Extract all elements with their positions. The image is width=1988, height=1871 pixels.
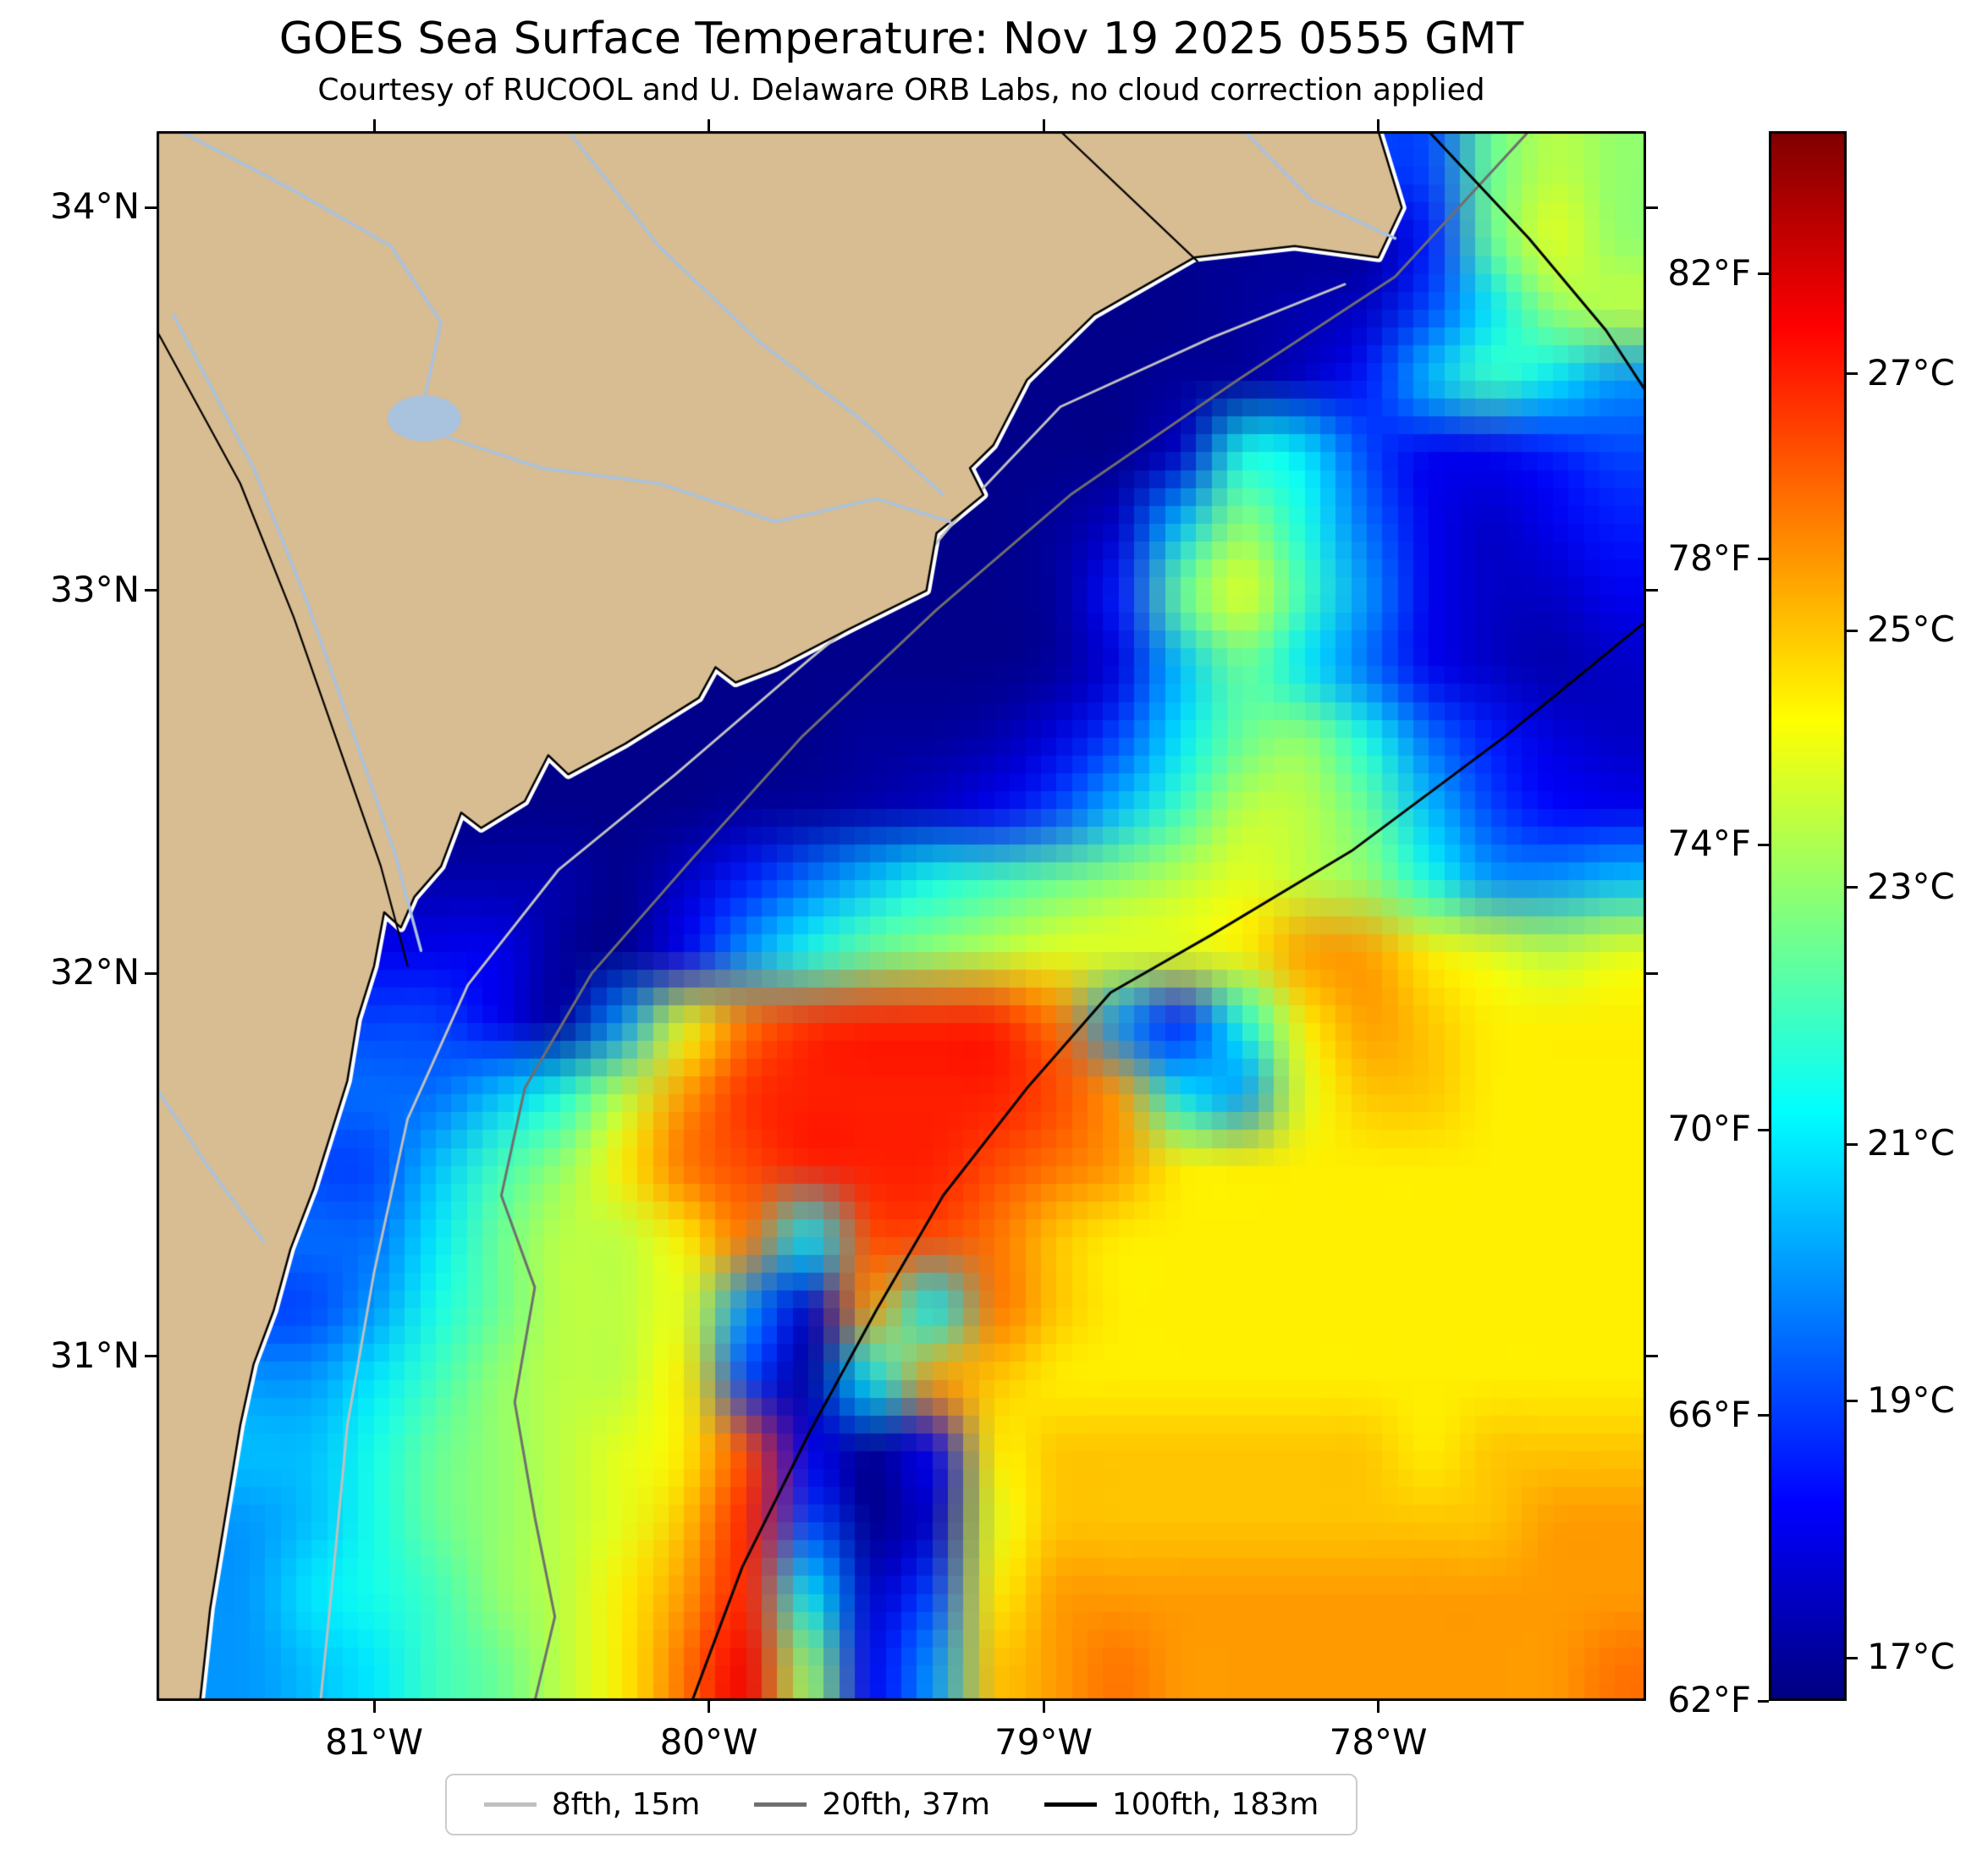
axis-tick xyxy=(1042,119,1045,131)
x-tick-label: 80°W xyxy=(659,1721,758,1763)
colorbar-tick xyxy=(1758,1699,1769,1703)
axis-tick xyxy=(1377,119,1380,131)
axis-tick xyxy=(1646,1355,1658,1358)
y-tick-label: 31°N xyxy=(50,1334,140,1376)
y-tick-label: 33°N xyxy=(50,568,140,610)
axis-tick xyxy=(708,1701,711,1713)
colorbar-tick xyxy=(1847,1656,1858,1659)
colorbar-c-label: 21°C xyxy=(1867,1122,1955,1164)
colorbar-tick xyxy=(1847,1400,1858,1403)
sst-map-canvas xyxy=(157,131,1646,1701)
legend-line-8fth xyxy=(483,1802,537,1807)
x-tick-label: 78°W xyxy=(1329,1721,1428,1763)
axis-tick xyxy=(372,119,376,131)
colorbar-f-label: 74°F xyxy=(1667,823,1751,865)
axis-tick xyxy=(1377,1701,1380,1713)
colorbar-c-label: 17°C xyxy=(1867,1636,1955,1678)
colorbar-tick xyxy=(1758,1128,1769,1131)
colorbar-f-label: 78°F xyxy=(1667,537,1751,579)
colorbar-tick xyxy=(1758,558,1769,561)
legend-line-20fth xyxy=(754,1802,807,1807)
colorbar-gradient xyxy=(1769,131,1847,1701)
colorbar-f-label: 62°F xyxy=(1667,1679,1751,1720)
x-tick-label: 79°W xyxy=(994,1721,1093,1763)
chart-title: GOES Sea Surface Temperature: Nov 19 202… xyxy=(278,14,1524,64)
axis-tick xyxy=(1646,589,1658,592)
colorbar-c-label: 19°C xyxy=(1867,1378,1955,1421)
legend-item-8fth: 8fth, 15m xyxy=(483,1787,701,1822)
legend-item-20fth: 20fth, 37m xyxy=(754,1787,990,1822)
colorbar-tick xyxy=(1758,843,1769,846)
colorbar-tick xyxy=(1847,629,1858,632)
x-tick-label: 81°W xyxy=(325,1721,424,1763)
axis-tick xyxy=(1646,971,1658,975)
axis-tick xyxy=(145,1355,157,1358)
legend-label-20fth: 20fth, 37m xyxy=(822,1787,990,1822)
axis-tick xyxy=(708,119,711,131)
axis-tick xyxy=(145,971,157,975)
contour-legend: 8fth, 15m 20fth, 37m 100fth, 183m xyxy=(444,1774,1358,1835)
colorbar-c-label: 25°C xyxy=(1867,608,1955,651)
axis-tick xyxy=(145,589,157,592)
colorbar-f-label: 70°F xyxy=(1667,1108,1751,1150)
colorbar-tick xyxy=(1758,1414,1769,1417)
chart-subtitle: Courtesy of RUCOOL and U. Delaware ORB L… xyxy=(317,73,1485,107)
axis-tick xyxy=(1646,206,1658,209)
colorbar-f-label: 66°F xyxy=(1667,1393,1751,1435)
legend-item-100fth: 100fth, 183m xyxy=(1044,1787,1319,1822)
legend-label-8fth: 8fth, 15m xyxy=(551,1787,701,1822)
colorbar-f-label: 82°F xyxy=(1667,251,1751,294)
legend-label-100fth: 100fth, 183m xyxy=(1111,1787,1319,1822)
colorbar-tick xyxy=(1847,372,1858,376)
colorbar-tick xyxy=(1847,886,1858,889)
axis-tick xyxy=(145,206,157,209)
colorbar-c-label: 23°C xyxy=(1867,865,1955,907)
y-tick-label: 34°N xyxy=(50,185,140,228)
legend-line-100fth xyxy=(1044,1802,1097,1807)
y-tick-label: 32°N xyxy=(50,951,140,993)
colorbar-tick xyxy=(1847,1142,1858,1146)
colorbar-c-label: 27°C xyxy=(1867,351,1955,393)
axis-tick xyxy=(1042,1701,1045,1713)
axis-tick xyxy=(372,1701,376,1713)
legend-wrap: 8fth, 15m 20fth, 37m 100fth, 183m xyxy=(157,1774,1646,1835)
colorbar-tick xyxy=(1758,272,1769,276)
